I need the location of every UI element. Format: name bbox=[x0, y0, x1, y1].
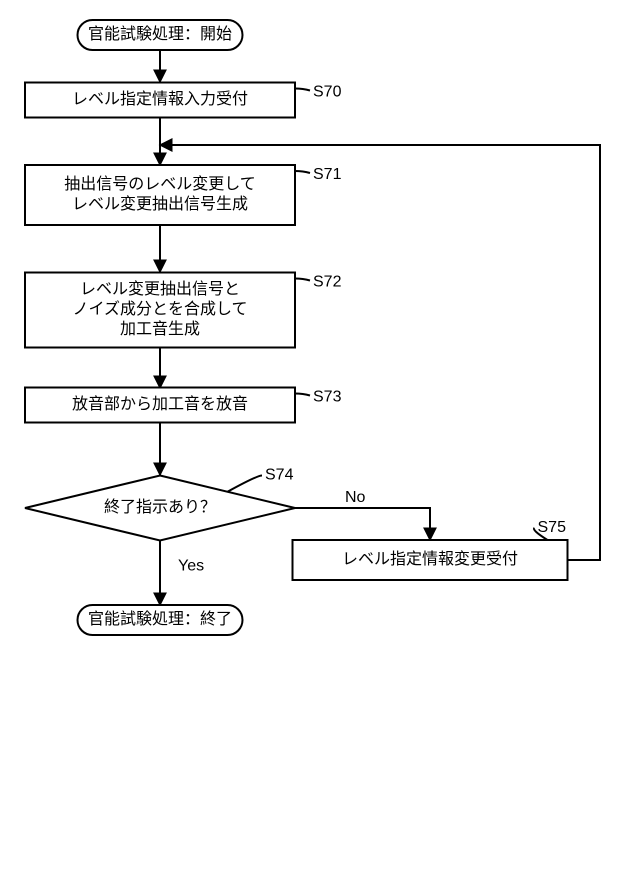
s72-text-line-2: 加工音生成 bbox=[120, 320, 200, 338]
s73-text-line-0: 放音部から加工音を放音 bbox=[72, 395, 248, 413]
s70-step-label: S70 bbox=[313, 84, 342, 101]
s72-step-label: S72 bbox=[313, 274, 342, 291]
s70-step-connector bbox=[295, 89, 310, 91]
s71-text-line-0: 抽出信号のレベル変更して bbox=[64, 175, 256, 193]
node-end: 官能試験処理：終了 bbox=[78, 605, 243, 635]
start-text-line-0: 官能試験処理：開始 bbox=[88, 25, 232, 43]
node-s74: 終了指示あり？ bbox=[25, 476, 295, 541]
s71-step-label: S71 bbox=[313, 166, 342, 183]
node-s72: レベル変更抽出信号とノイズ成分とを合成して加工音生成 bbox=[25, 273, 295, 348]
edge-s74_right_no-s75_top bbox=[295, 508, 430, 540]
s71-step-connector bbox=[295, 171, 310, 173]
end-text-line-0: 官能試験処理：終了 bbox=[88, 610, 232, 628]
s74-no-label: No bbox=[345, 489, 366, 506]
s74-yes-label: Yes bbox=[178, 558, 204, 575]
s73-step-connector bbox=[295, 394, 310, 396]
s74-step-label: S74 bbox=[265, 467, 294, 484]
s74-step-connector bbox=[228, 476, 263, 492]
node-s70: レベル指定情報入力受付 bbox=[25, 83, 295, 118]
s70-text-line-0: レベル指定情報入力受付 bbox=[72, 90, 248, 108]
node-s73: 放音部から加工音を放音 bbox=[25, 388, 295, 423]
node-s75: レベル指定情報変更受付 bbox=[293, 540, 568, 580]
node-start: 官能試験処理：開始 bbox=[78, 20, 243, 50]
s74-text-line-0: 終了指示あり？ bbox=[104, 498, 216, 516]
node-s71: 抽出信号のレベル変更してレベル変更抽出信号生成 bbox=[25, 165, 295, 225]
s75-step-label: S75 bbox=[538, 519, 567, 536]
s71-text-line-1: レベル変更抽出信号生成 bbox=[72, 195, 248, 213]
s73-step-label: S73 bbox=[313, 389, 342, 406]
s72-step-connector bbox=[295, 279, 310, 281]
s72-text-line-1: ノイズ成分とを合成して bbox=[72, 300, 247, 318]
s75-text-line-0: レベル指定情報変更受付 bbox=[342, 550, 518, 568]
s71-shape bbox=[25, 165, 295, 225]
s72-text-line-0: レベル変更抽出信号と bbox=[80, 280, 240, 298]
